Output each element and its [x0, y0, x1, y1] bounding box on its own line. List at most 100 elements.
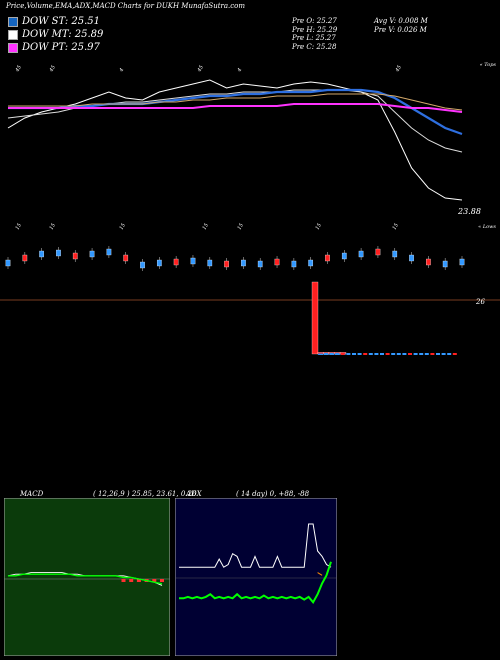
level-label: 26: [475, 298, 485, 306]
candle-body: [140, 261, 145, 269]
volume-tick: [419, 353, 424, 355]
volume-tick: [346, 353, 351, 355]
legend-swatch-mt: [8, 29, 18, 40]
top-marker: 45: [394, 64, 403, 73]
volume-tick: [413, 353, 418, 355]
adx-params: ( 14 day) 0, +88, -88: [236, 490, 310, 498]
legend-dow-pt: DOW PT: 25.97: [8, 42, 100, 53]
avg-volume: Avg V: 0.008 M: [374, 17, 428, 25]
macd-hist-bar: [136, 579, 141, 582]
candle-body: [375, 248, 381, 256]
prev-close: Pre C: 25.28: [292, 42, 337, 51]
candle-body: [358, 250, 364, 258]
volume-block: Avg V: 0.008 M Pre V: 0.026 M: [374, 17, 428, 34]
macd-title: MACD: [20, 490, 44, 498]
candle-body: [89, 250, 95, 258]
adx-line-0: [179, 523, 332, 568]
chart-title: Price,Volume,EMA,ADX,MACD Charts for DUK…: [6, 2, 246, 10]
volume-tick: [447, 353, 452, 355]
candle-body: [5, 259, 11, 267]
volume-tick: [324, 353, 328, 355]
volume-tick: [452, 353, 457, 355]
macd-hist-bar: [160, 579, 164, 582]
top-marker: 45: [196, 64, 205, 73]
volume-tick: [396, 353, 401, 355]
macd-hist-bar: [152, 579, 157, 582]
top-marker: 45: [48, 64, 57, 73]
adx-line-2: [317, 572, 323, 576]
low-marker: 15: [392, 222, 400, 231]
prev-open: Pre O: 25.27: [292, 17, 337, 25]
ema-line-2: [8, 88, 463, 136]
legend-dow-mt: DOW MT: 25.89: [8, 29, 103, 40]
candle-body: [392, 250, 398, 258]
low-marker: 15: [202, 222, 210, 231]
volume-tick: [363, 353, 368, 355]
macd-hist-bar: [121, 579, 126, 582]
volume-tick: [391, 353, 396, 355]
legend-label-st: DOW ST: 25.51: [22, 16, 101, 27]
macd-panel: [4, 498, 170, 656]
volume-tick: [436, 353, 440, 355]
macd-background: [4, 498, 170, 656]
candle-body: [241, 259, 246, 267]
volume-tick: [441, 353, 446, 355]
volume-tick: [368, 353, 373, 355]
volume-tick: [374, 353, 379, 355]
volume-tick: [352, 353, 356, 355]
candle-body: [22, 254, 28, 262]
candle-body: [291, 260, 297, 268]
candle-body: [257, 260, 263, 268]
candle-body: [173, 258, 179, 266]
volume-tick: [340, 353, 345, 355]
low-marker: 15: [119, 222, 127, 231]
volume-tick: [430, 353, 435, 355]
prev-low: Pre L: 25.27: [292, 34, 336, 42]
candle-body: [207, 259, 213, 267]
legend-swatch-pt: [8, 42, 18, 53]
low-marker: 15: [315, 222, 323, 231]
volume-bar-blue: [318, 353, 324, 355]
prev-high: Pre H: 25.29: [292, 25, 338, 34]
candle-body: [426, 258, 431, 266]
volume-bar-red: [311, 281, 319, 355]
candle-body: [325, 254, 330, 262]
candle-body: [442, 260, 448, 268]
volume-tick: [329, 353, 334, 355]
volume-tick: [380, 353, 384, 355]
top-marker: 4: [118, 67, 125, 74]
price-chart: « Tops « Lows 23.88 26 45 45 4 45 4 45 15 15 15 15 15 1…: [0, 62, 500, 355]
candle-body: [190, 257, 196, 265]
legend-label-pt: DOW PT: 25.97: [22, 42, 100, 53]
adx-panel: [175, 498, 337, 656]
volume-tick: [408, 353, 412, 355]
candle-body: [72, 252, 78, 260]
volume-tick: [402, 353, 407, 355]
low-marker: 15: [49, 222, 57, 231]
prev-ohlc-block: Pre O: 25.27 Pre H: 25.29 Pre L: 25.27 P…: [292, 17, 337, 51]
candle-body: [56, 249, 61, 257]
top-marker: 45: [14, 64, 23, 73]
candle-body: [459, 258, 465, 266]
top-marker: 4: [236, 67, 243, 74]
macd-hist-bar: [129, 579, 134, 582]
candle-body: [39, 250, 44, 258]
adx-line-1: [179, 561, 332, 605]
candle-body: [274, 258, 280, 266]
ema-line-0: [7, 79, 463, 201]
lows-label: « Lows: [478, 224, 496, 230]
candle-body: [224, 260, 229, 268]
legend-label-mt: DOW MT: 25.89: [22, 29, 104, 40]
candle-body: [123, 254, 129, 262]
volume-tick: [357, 353, 362, 355]
ema-line-1: [7, 89, 463, 153]
macd-params: ( 12,26,9 ) 25.85, 23.61, 0.26: [93, 490, 197, 498]
ema-line-4: [8, 103, 463, 113]
candle-body: [341, 252, 347, 260]
low-marker: 15: [15, 222, 23, 231]
candle-body: [308, 259, 314, 267]
low-marker: 15: [237, 222, 245, 231]
volume-tick: [385, 353, 390, 355]
ema-line-3: [8, 93, 463, 111]
volume-tick: [335, 353, 340, 355]
